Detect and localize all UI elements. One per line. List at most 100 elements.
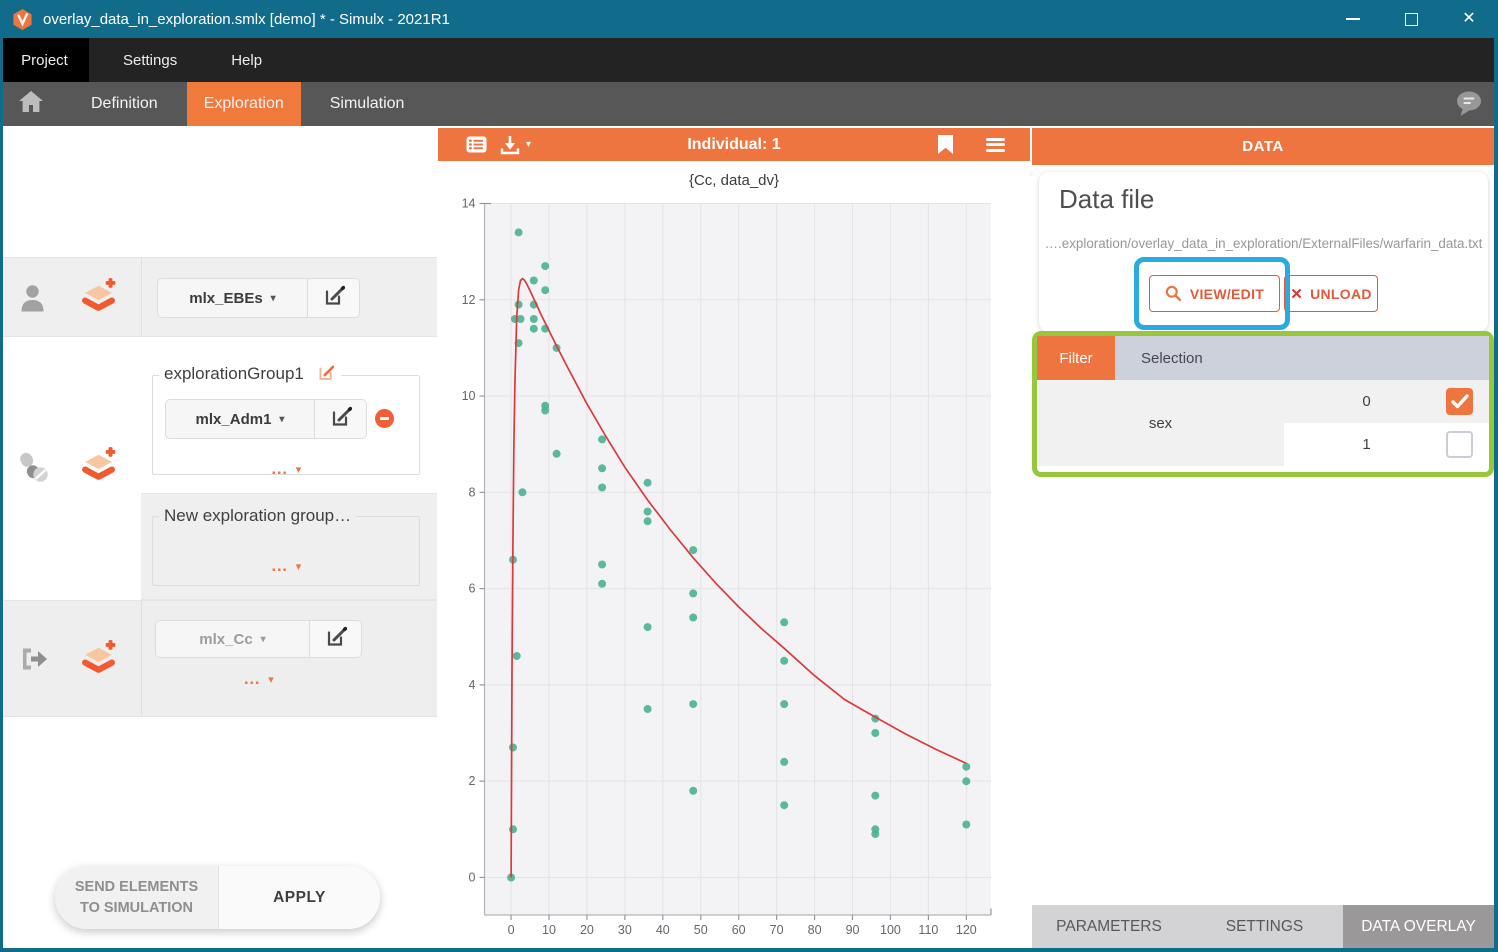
person-icon bbox=[20, 284, 45, 312]
adm-dropdown[interactable]: mlx_Adm1 ▾ bbox=[195, 410, 285, 428]
cc-more-menu[interactable]: … ▾ bbox=[243, 669, 274, 688]
svg-text:10: 10 bbox=[542, 923, 556, 937]
new-group-section: New exploration group… … ▾ bbox=[141, 493, 437, 600]
observed-data-points bbox=[507, 228, 971, 882]
tab-parameters[interactable]: PARAMETERS bbox=[1032, 905, 1186, 948]
home-icon bbox=[18, 90, 44, 118]
maximize-icon bbox=[1404, 12, 1418, 26]
data-file-path: ….exploration/overlay_data_in_exploratio… bbox=[1044, 236, 1483, 251]
send-to-simulation-button[interactable]: SEND ELEMENTS TO SIMULATION bbox=[55, 866, 219, 929]
tab-simulation[interactable]: Simulation bbox=[329, 95, 405, 112]
svg-text:4: 4 bbox=[469, 678, 476, 692]
exploration-group1-legend: explorationGroup1 bbox=[159, 363, 341, 387]
data-panel: DATA Data file ….exploration/overlay_dat… bbox=[1032, 128, 1495, 948]
search-icon bbox=[1165, 285, 1182, 302]
filter-table: sex 0 1 bbox=[1037, 380, 1489, 466]
filter-value-checkbox-1[interactable] bbox=[1446, 431, 1473, 458]
apply-button[interactable]: APPLY bbox=[219, 866, 380, 929]
close-button[interactable]: ✕ bbox=[1440, 0, 1498, 38]
ebes-element-group: mlx_EBEs ▾ bbox=[157, 278, 360, 318]
tab-settings[interactable]: SETTINGS bbox=[1186, 905, 1343, 948]
y-axis-labels: 0 2 4 6 8 10 12 14 bbox=[462, 197, 476, 885]
plot-background bbox=[484, 203, 991, 915]
individual-element-row: mlx_EBEs ▾ bbox=[3, 257, 437, 337]
chevron-down-icon: ▾ bbox=[268, 673, 274, 686]
minimize-button[interactable] bbox=[1324, 0, 1382, 38]
svg-text:2: 2 bbox=[469, 774, 476, 788]
window-title: overlay_data_in_exploration.smlx [demo] … bbox=[43, 10, 450, 28]
add-element-icon[interactable] bbox=[80, 277, 117, 315]
svg-text:0: 0 bbox=[508, 923, 515, 937]
maximize-button[interactable] bbox=[1382, 0, 1440, 38]
tab-exploration[interactable]: Exploration bbox=[186, 82, 301, 126]
add-element-icon[interactable] bbox=[80, 639, 117, 677]
chevron-down-icon: ▾ bbox=[260, 633, 266, 645]
send-apply-button-group: SEND ELEMENTS TO SIMULATION APPLY bbox=[55, 866, 380, 929]
chart-plot[interactable]: 0 10 20 30 40 50 60 70 80 90 100 110 120 0 2 4 6 8 10 12 14 bbox=[438, 161, 1030, 948]
chevron-down-icon: ▾ bbox=[295, 560, 302, 573]
svg-text:6: 6 bbox=[469, 582, 476, 596]
minus-icon bbox=[380, 417, 389, 420]
ebes-dropdown[interactable]: mlx_EBEs ▾ bbox=[189, 289, 276, 307]
ebes-edit-button[interactable] bbox=[307, 279, 359, 317]
group1-more-menu[interactable]: … ▾ bbox=[270, 459, 302, 478]
window-border bbox=[0, 948, 1498, 952]
cc-dropdown[interactable]: mlx_Cc ▾ bbox=[199, 630, 266, 648]
svg-text:10: 10 bbox=[462, 389, 476, 403]
svg-text:70: 70 bbox=[770, 923, 784, 937]
right-panel-bottom-tabs: PARAMETERS SETTINGS DATA OVERLAY bbox=[1032, 905, 1494, 948]
svg-text:14: 14 bbox=[462, 197, 476, 211]
view-edit-button[interactable]: VIEW/EDIT bbox=[1149, 275, 1280, 312]
data-table-icon[interactable] bbox=[466, 136, 487, 153]
plot-individual-title: Individual: 1 bbox=[687, 135, 781, 153]
treatment-pills-icon bbox=[17, 451, 49, 485]
chart-gridlines bbox=[484, 203, 991, 915]
chevron-down-icon: ▾ bbox=[279, 413, 285, 425]
svg-text:60: 60 bbox=[732, 923, 746, 937]
tab-data-overlay[interactable]: DATA OVERLAY bbox=[1343, 905, 1494, 948]
svg-text:120: 120 bbox=[956, 923, 977, 937]
svg-text:80: 80 bbox=[808, 923, 822, 937]
tab-filter[interactable]: Filter bbox=[1037, 336, 1115, 380]
svg-text:40: 40 bbox=[656, 923, 670, 937]
close-icon: ✕ bbox=[1462, 10, 1476, 27]
new-group-more-menu[interactable]: … ▾ bbox=[270, 556, 302, 575]
home-button[interactable] bbox=[0, 82, 62, 126]
unload-button[interactable]: ✕ UNLOAD bbox=[1284, 275, 1378, 312]
minimize-icon bbox=[1346, 18, 1360, 20]
svg-text:8: 8 bbox=[469, 485, 476, 499]
title-bar: overlay_data_in_exploration.smlx [demo] … bbox=[0, 0, 1498, 38]
new-exploration-group-legend: New exploration group… bbox=[164, 506, 352, 525]
output-element-row: mlx_Cc ▾ … ▾ bbox=[3, 600, 437, 717]
filter-value-label: 1 bbox=[1362, 436, 1371, 453]
chevron-down-icon[interactable]: ▾ bbox=[526, 139, 532, 150]
add-element-icon[interactable] bbox=[80, 446, 117, 484]
svg-text:20: 20 bbox=[580, 923, 594, 937]
edit-pencil-icon bbox=[330, 406, 352, 433]
plot-menu-icon[interactable] bbox=[986, 135, 1005, 154]
edit-group-name-icon[interactable] bbox=[317, 363, 336, 387]
filter-value-checkbox-0[interactable] bbox=[1446, 388, 1473, 415]
remove-element-button[interactable] bbox=[375, 409, 394, 428]
close-icon: ✕ bbox=[1290, 285, 1304, 303]
adm-edit-button[interactable] bbox=[314, 400, 366, 438]
output-export-icon bbox=[19, 645, 49, 673]
download-icon[interactable] bbox=[500, 135, 520, 155]
bookmark-icon[interactable] bbox=[938, 135, 953, 154]
x-axis-labels: 0 10 20 30 40 50 60 70 80 90 100 110 120 bbox=[508, 923, 977, 937]
chart-title: {Cc, data_dv} bbox=[688, 172, 780, 189]
window-border bbox=[0, 38, 3, 952]
menu-bar: Project Settings Help bbox=[0, 38, 1498, 82]
menu-project[interactable]: Project bbox=[0, 38, 89, 82]
cc-element-group: mlx_Cc ▾ bbox=[155, 620, 362, 658]
cc-edit-button[interactable] bbox=[309, 621, 361, 657]
window-border bbox=[1494, 38, 1498, 952]
data-file-title: Data file bbox=[1059, 184, 1155, 214]
feedback-chat-button[interactable] bbox=[1454, 90, 1484, 122]
svg-text:110: 110 bbox=[918, 923, 938, 937]
tab-selection[interactable]: Selection bbox=[1115, 336, 1489, 380]
menu-settings[interactable]: Settings bbox=[123, 51, 178, 69]
menu-help[interactable]: Help bbox=[231, 51, 263, 69]
tab-definition[interactable]: Definition bbox=[91, 95, 158, 112]
